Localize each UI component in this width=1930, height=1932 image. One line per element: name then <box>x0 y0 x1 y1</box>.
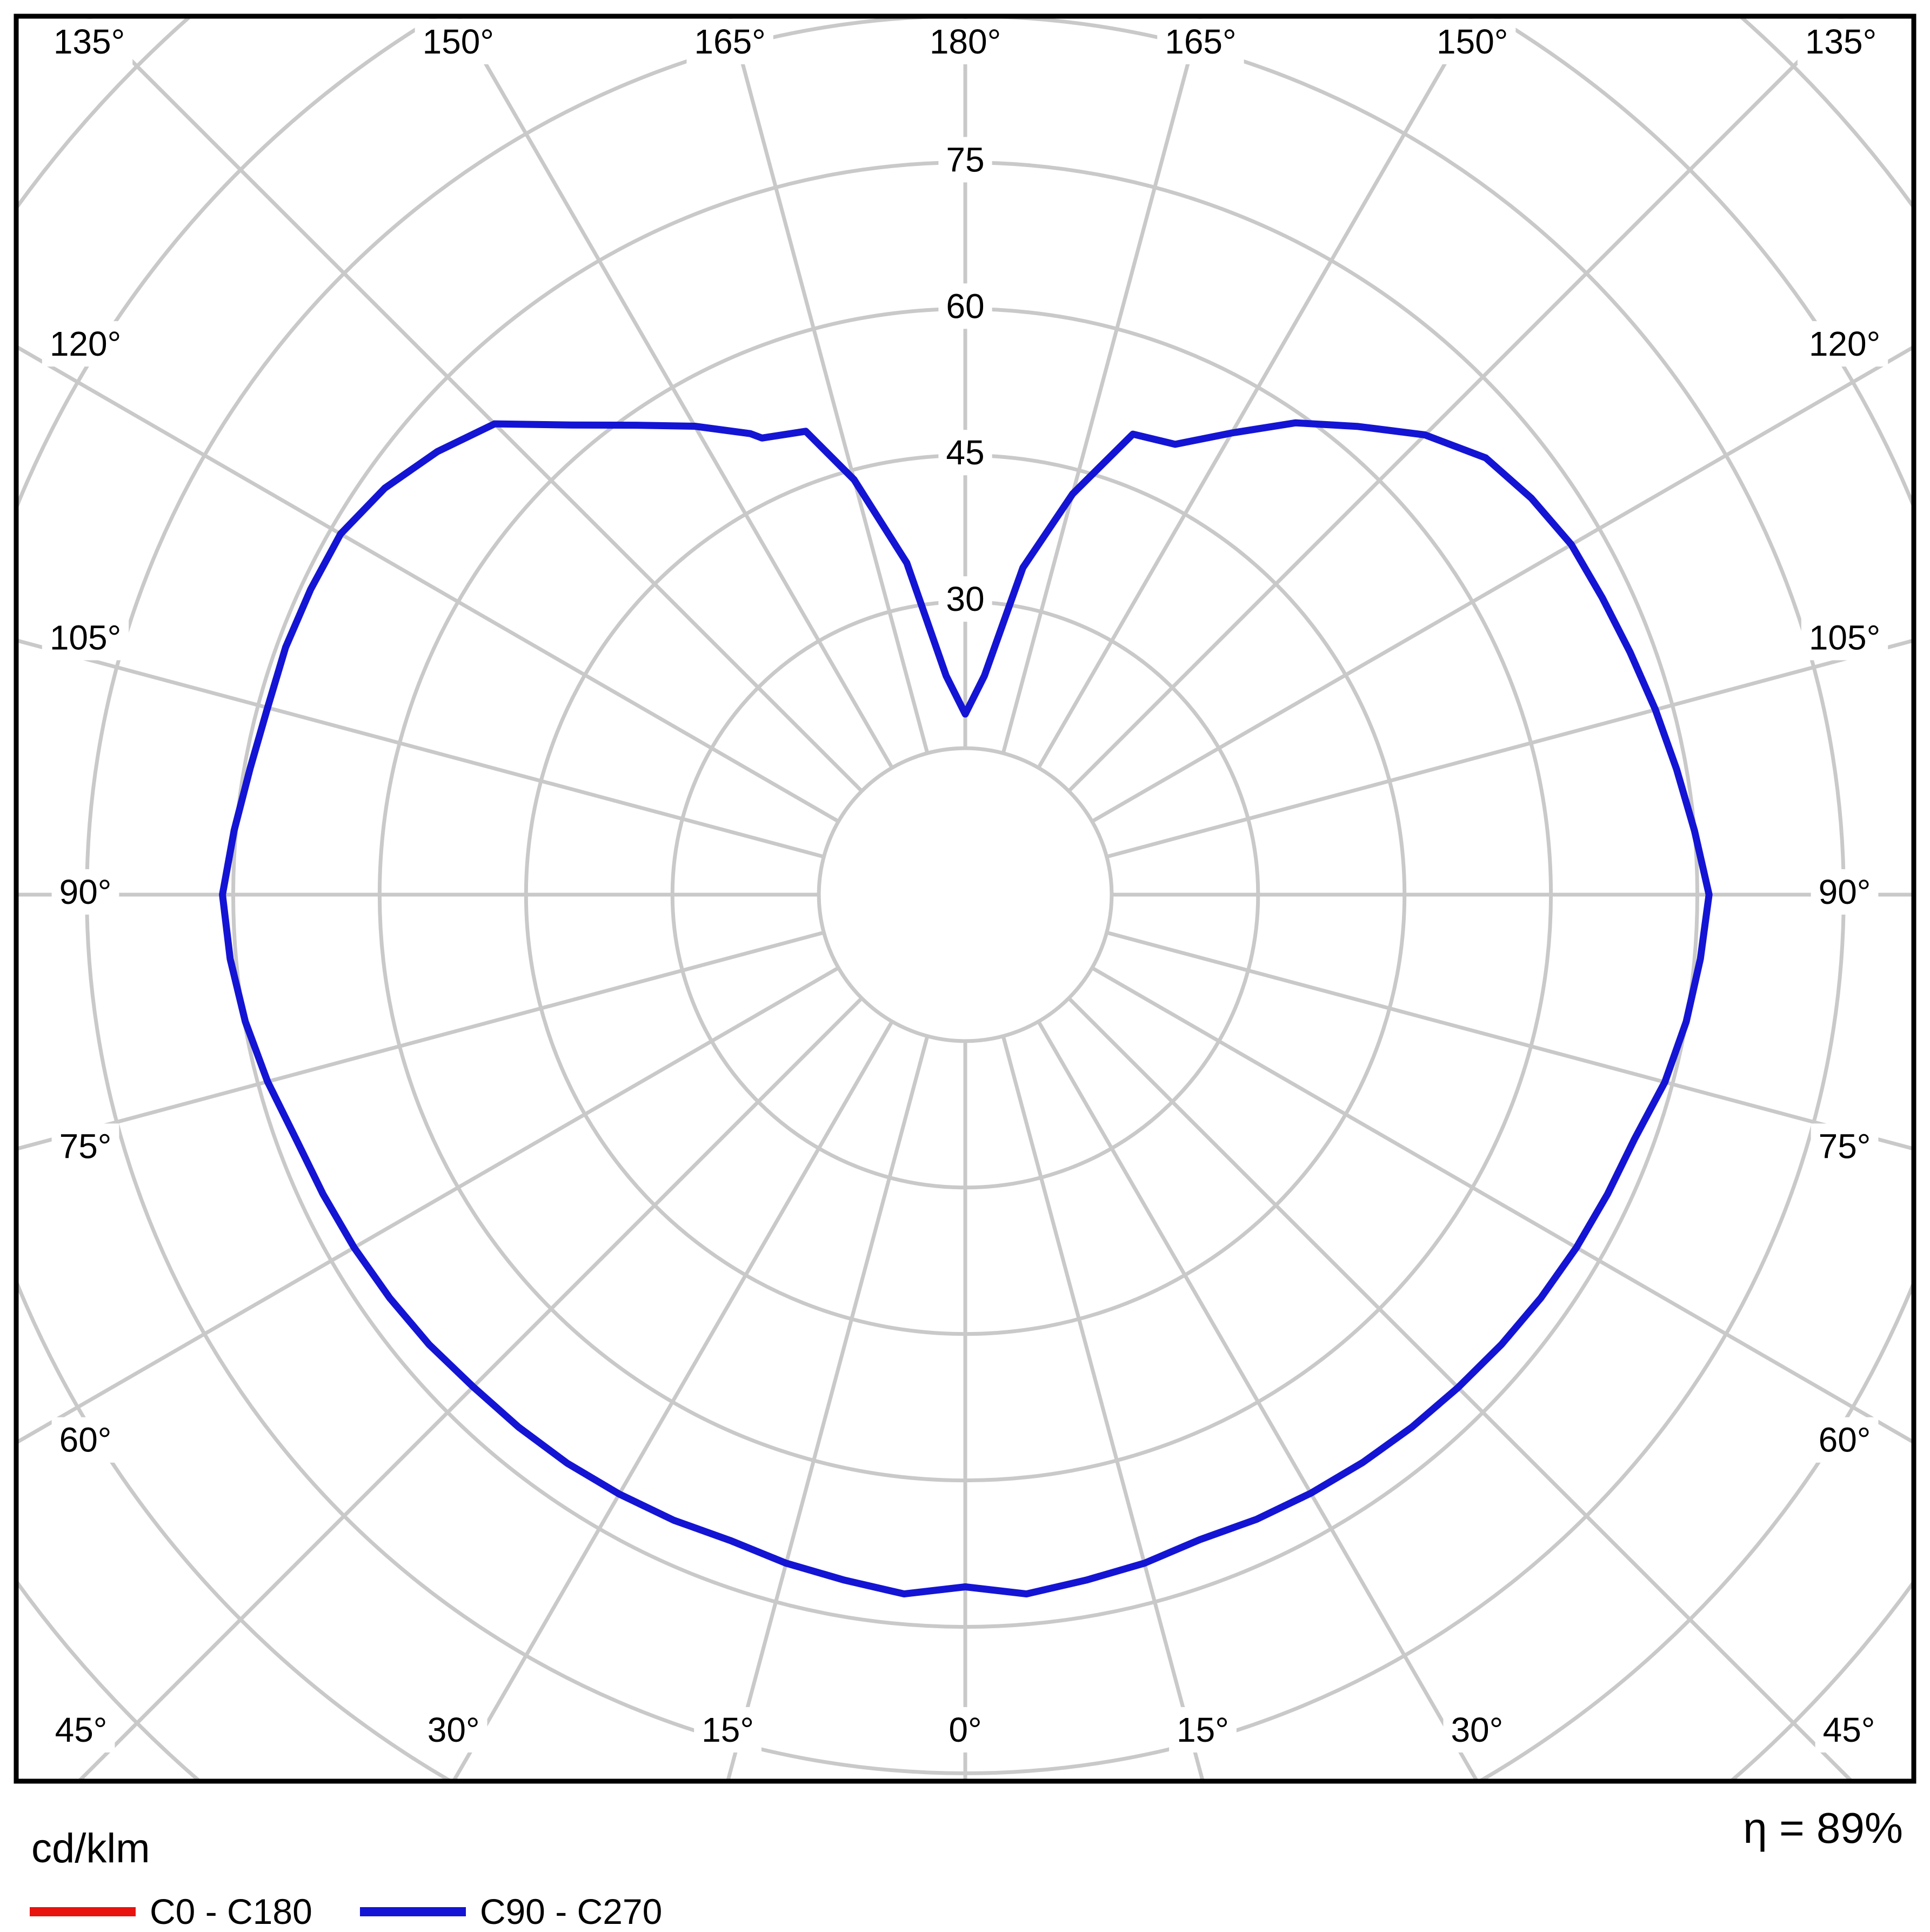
angle-label-top-2-mask <box>686 18 773 64</box>
angle-label-right-0-mask <box>1801 321 1888 367</box>
angle-label-left-3: 75° <box>59 1127 112 1165</box>
radial-tick-60-mask <box>938 283 992 329</box>
angle-label-bottom-5: 30° <box>1451 1710 1503 1749</box>
legend-line-red-icon <box>30 1907 136 1916</box>
grid-spoke-315 <box>76 997 863 1781</box>
grid-spoke-165 <box>1001 16 1203 754</box>
grid-ring-15 <box>817 746 1114 1043</box>
grid-spoke-60 <box>1091 966 1914 1445</box>
angle-label-right-4-mask <box>1811 1417 1879 1463</box>
grid-spoke-195 <box>727 16 930 754</box>
axis-labels: 135° 150° 165° 180° 165° 150° 135° 45° 30° 15° 0° 1… <box>42 18 1888 1753</box>
grid-spoke-240 <box>16 344 840 823</box>
angle-label-top-5-mask <box>1429 18 1516 64</box>
grid-spoke-225 <box>84 16 863 792</box>
angle-label-bottom-3: 0° <box>949 1710 981 1749</box>
angle-label-left-1: 105° <box>50 618 121 657</box>
radial-tick-45: 45 <box>946 433 984 472</box>
angle-label-right-1-mask <box>1801 615 1888 661</box>
grid-spoke-285 <box>16 930 825 1151</box>
angle-label-right-2: 90° <box>1819 872 1871 911</box>
grid-spoke-300 <box>16 966 840 1445</box>
angle-label-bottom-6: 45° <box>1823 1710 1875 1749</box>
legend-label-c0-c180: C0 - C180 <box>150 1891 312 1931</box>
angle-label-top-1: 150° <box>423 22 494 61</box>
angle-label-bottom-5-mask <box>1443 1707 1511 1753</box>
grid-spoke-75 <box>1106 930 1914 1151</box>
grid-spoke-45 <box>1067 997 1854 1781</box>
radial-tick-45-mask <box>938 430 992 476</box>
angle-label-top-5: 150° <box>1437 22 1508 61</box>
angle-label-right-1: 105° <box>1809 618 1880 657</box>
angle-label-top-0: 135° <box>54 22 125 61</box>
angle-label-left-2: 90° <box>59 872 112 911</box>
angle-label-top-4-mask <box>1157 18 1244 64</box>
angle-label-left-4-mask <box>51 1417 119 1463</box>
angle-label-top-4: 165° <box>1165 22 1236 61</box>
angle-label-top-2: 165° <box>694 22 765 61</box>
angle-label-top-1-mask <box>415 18 502 64</box>
angle-label-bottom-1: 30° <box>428 1710 480 1749</box>
angle-label-left-2-mask <box>51 869 119 915</box>
angle-label-bottom-1-mask <box>419 1707 487 1753</box>
angle-label-left-3-mask <box>51 1123 119 1169</box>
grid-spoke-30 <box>1037 1020 1479 1781</box>
efficiency-value: η = 89% <box>1743 1804 1903 1852</box>
grid-spoke-345 <box>725 1035 930 1781</box>
grid-spoke-255 <box>16 638 825 859</box>
radial-tick-30-mask <box>938 576 992 622</box>
angle-label-bottom-0-mask <box>47 1707 115 1753</box>
angle-label-bottom-6-mask <box>1815 1707 1883 1753</box>
angle-label-left-4: 60° <box>59 1421 112 1460</box>
angle-label-top-3: 180° <box>930 22 1001 61</box>
angle-label-left-0-mask <box>42 321 129 367</box>
angle-label-bottom-4: 15° <box>1177 1710 1229 1749</box>
legend: C0 - C180 C90 - C270 <box>30 1891 662 1932</box>
angle-label-right-0: 120° <box>1809 324 1880 363</box>
radial-tick-60: 60 <box>946 287 984 325</box>
angle-label-right-3-mask <box>1811 1123 1879 1169</box>
grid-spoke-15 <box>1001 1035 1205 1781</box>
plot-frame <box>14 14 1916 1784</box>
angle-label-bottom-4-mask <box>1169 1707 1237 1753</box>
angle-label-bottom-0: 45° <box>55 1710 108 1749</box>
legend-line-blue-icon <box>359 1907 466 1916</box>
legend-item-c90-c270: C90 - C270 <box>359 1891 663 1932</box>
angle-label-right-4: 60° <box>1819 1421 1871 1460</box>
grid-spoke-330 <box>451 1020 894 1781</box>
angle-label-right-3: 75° <box>1819 1127 1871 1165</box>
curve-C90-C270 <box>219 419 1713 1598</box>
angle-label-top-3-mask <box>921 18 1009 64</box>
angle-label-left-0: 120° <box>50 324 121 363</box>
radial-tick-75: 75 <box>946 140 984 179</box>
grid-spoke-210 <box>456 16 894 769</box>
grid-spoke-120 <box>1091 344 1914 823</box>
grid-spoke-135 <box>1067 16 1846 792</box>
angle-label-top-0-mask <box>45 18 133 64</box>
angle-label-bottom-2: 15° <box>702 1710 754 1749</box>
radial-tick-30: 30 <box>946 579 984 618</box>
angle-label-top-6: 135° <box>1805 22 1876 61</box>
radial-tick-75-mask <box>938 137 992 183</box>
angle-label-right-2-mask <box>1811 869 1879 915</box>
radial-units-label: cd/klm <box>31 1826 150 1871</box>
legend-label-c90-c270: C90 - C270 <box>479 1891 663 1931</box>
grid-spoke-150 <box>1037 16 1475 769</box>
legend-item-c0-c180: C0 - C180 <box>30 1891 312 1932</box>
angle-label-bottom-2-mask <box>694 1707 762 1753</box>
grid-spoke-105 <box>1106 638 1914 859</box>
angle-label-bottom-3-mask <box>941 1707 990 1753</box>
angle-label-top-6-mask <box>1797 18 1885 64</box>
angle-label-left-1-mask <box>42 615 129 661</box>
